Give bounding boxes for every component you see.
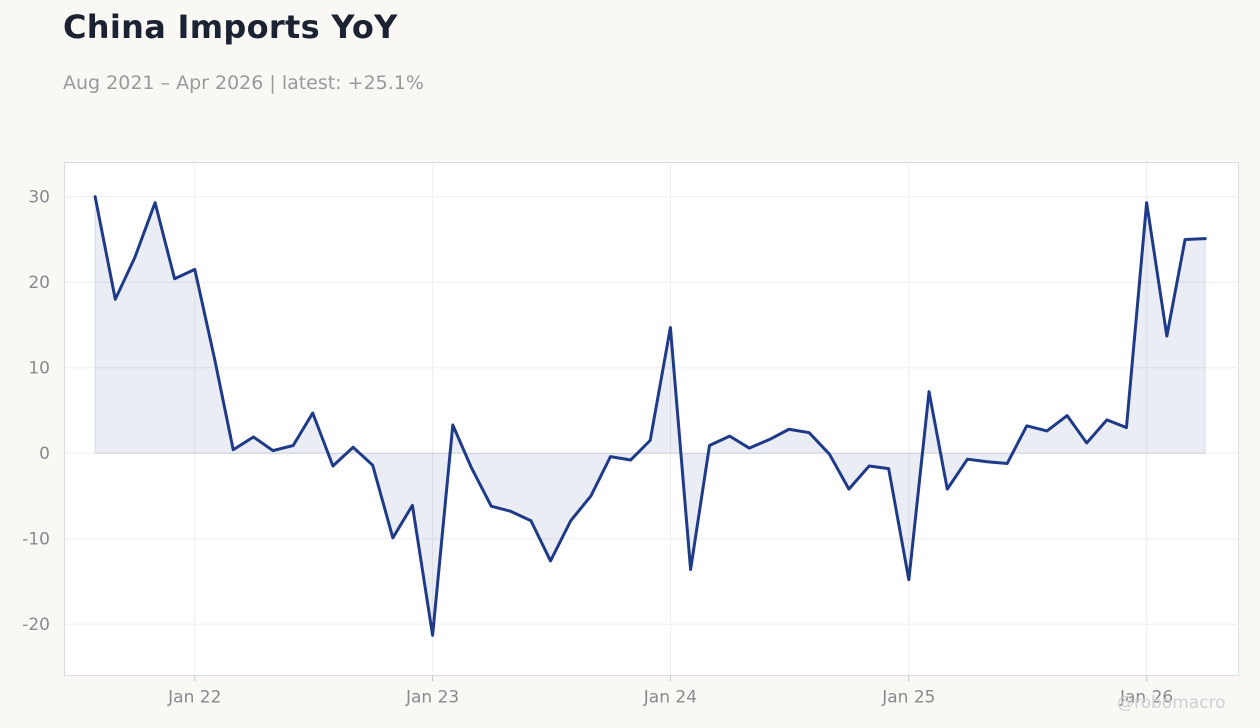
- data-point: [311, 411, 315, 415]
- data-point: [867, 464, 871, 468]
- y-tick-label: -10: [22, 530, 50, 550]
- data-point: [985, 460, 989, 464]
- data-point: [133, 255, 137, 259]
- data-point: [847, 487, 851, 491]
- data-point: [707, 444, 711, 448]
- data-point: [589, 494, 593, 498]
- gridlines: [64, 162, 1239, 676]
- data-point: [331, 464, 335, 468]
- data-point: [945, 487, 949, 491]
- data-point: [1105, 418, 1109, 422]
- data-point: [569, 519, 573, 523]
- plot-area: [64, 162, 1239, 676]
- data-point: [509, 509, 513, 513]
- data-point: [1005, 461, 1009, 465]
- data-point: [1183, 237, 1187, 241]
- data-point: [489, 504, 493, 508]
- data-point: [113, 297, 117, 301]
- data-point: [371, 463, 375, 467]
- y-tick-label: 10: [28, 359, 50, 379]
- x-axis: Jan 22 Jan 23 Jan 24 Jan 25 Jan 26: [167, 675, 1173, 708]
- y-tick-label: -20: [22, 615, 50, 635]
- data-point: [1124, 426, 1128, 430]
- y-tick-label: 20: [28, 273, 50, 293]
- data-point: [689, 567, 693, 571]
- data-point: [1085, 441, 1089, 445]
- line-layer: [93, 195, 1207, 637]
- chart-title: China Imports YoY: [63, 8, 398, 46]
- data-point: [648, 438, 652, 442]
- x-tick-label: Jan 24: [643, 688, 697, 708]
- x-tick-label: Jan 22: [167, 688, 221, 708]
- data-point: [827, 452, 831, 456]
- data-point: [451, 423, 455, 427]
- data-point: [907, 578, 911, 582]
- data-point: [271, 449, 275, 453]
- data-point: [1203, 237, 1207, 241]
- data-point: [1045, 429, 1049, 433]
- data-point: [887, 467, 891, 471]
- data-point: [410, 503, 414, 507]
- data-point: [1145, 201, 1149, 205]
- data-point: [1065, 414, 1069, 418]
- data-point: [549, 559, 553, 563]
- data-point: [629, 458, 633, 462]
- data-point: [391, 536, 395, 540]
- watermark: @robomacro: [1117, 693, 1226, 713]
- data-point: [728, 434, 732, 438]
- data-point: [767, 438, 771, 442]
- data-point: [291, 444, 295, 448]
- chart-subtitle: Aug 2021 – Apr 2026 | latest: +25.1%: [63, 72, 424, 94]
- series-line: [93, 195, 1207, 637]
- data-point: [529, 519, 533, 523]
- data-point: [747, 446, 751, 450]
- data-point: [173, 277, 177, 281]
- data-point: [1165, 334, 1169, 338]
- x-tick-label: Jan 26: [1119, 688, 1173, 708]
- data-point: [93, 195, 97, 199]
- data-point: [351, 445, 355, 449]
- x-tick-label: Jan 25: [881, 688, 935, 708]
- data-point: [251, 435, 255, 439]
- x-tick-label: Jan 23: [405, 688, 459, 708]
- data-point: [431, 633, 435, 637]
- data-point: [927, 390, 931, 394]
- data-point: [231, 448, 235, 452]
- data-point: [1025, 424, 1029, 428]
- data-point: [668, 326, 672, 330]
- data-point: [807, 431, 811, 435]
- data-point: [153, 201, 157, 205]
- data-point: [965, 457, 969, 461]
- data-point: [213, 359, 217, 363]
- y-tick-label: 30: [28, 188, 50, 208]
- data-point: [608, 455, 612, 459]
- y-tick-label: 0: [39, 444, 50, 464]
- data-point: [469, 465, 473, 469]
- y-axis: 30 20 10 0 -10 -20: [22, 188, 50, 636]
- data-point: [787, 427, 791, 431]
- data-point: [193, 267, 197, 271]
